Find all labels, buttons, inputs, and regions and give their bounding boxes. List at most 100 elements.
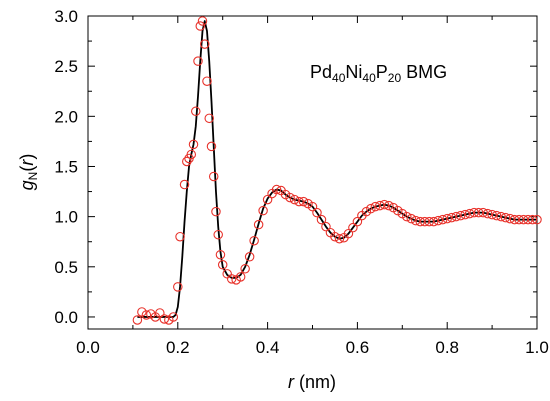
annotation-text: Ni: [345, 62, 362, 82]
annotation-subscript: 40: [332, 71, 346, 85]
x-tick-label: 0.8: [435, 338, 459, 357]
data-point: [343, 228, 354, 239]
data-point: [451, 211, 461, 222]
x-tick-label: 0.2: [166, 338, 190, 357]
annotation-text: BMG: [401, 62, 447, 82]
data-point: [532, 214, 542, 225]
data-point: [186, 149, 197, 160]
data-point: [215, 250, 226, 260]
data-point: [316, 214, 327, 225]
data-point: [226, 274, 237, 284]
data-point: [235, 272, 246, 282]
data-point: [415, 216, 426, 227]
data-point: [496, 211, 506, 222]
data-point: [473, 207, 484, 218]
data-point: [179, 179, 190, 190]
data-point: [509, 214, 520, 225]
data-point: [375, 200, 385, 211]
data-point: [289, 194, 300, 205]
y-tick-label: 2.5: [54, 57, 78, 76]
data-point: [312, 207, 322, 218]
data-point: [384, 200, 394, 211]
data-point: [419, 216, 430, 227]
x-axis: 0.0 0.2 0.4 0.6 0.8 1.0: [76, 16, 549, 357]
data-point: [294, 196, 304, 207]
data-point: [211, 206, 221, 217]
data-point: [330, 231, 340, 242]
data-point: [514, 214, 524, 225]
data-point: [188, 139, 199, 150]
data-point: [379, 199, 390, 210]
y-tick-label: 0.5: [54, 258, 78, 277]
data-point: [482, 208, 493, 219]
x-tick-label: 1.0: [525, 338, 549, 357]
data-point: [352, 216, 363, 227]
data-point: [204, 113, 214, 124]
data-point: [249, 235, 259, 246]
data-point: [437, 214, 448, 225]
y-tick-label: 2.0: [54, 107, 78, 126]
data-point: [500, 212, 511, 223]
y-tick-label: 0.0: [54, 308, 78, 327]
annotation-subscript: 40: [362, 71, 376, 85]
data-point: [271, 184, 282, 195]
data-point: [478, 207, 488, 218]
data-point: [244, 252, 255, 262]
data-point: [175, 231, 185, 242]
data-point: [262, 194, 273, 205]
data-point: [199, 39, 210, 49]
annotation-text: P: [376, 62, 388, 82]
annotation-text: Pd: [310, 62, 332, 82]
data-point: [446, 212, 457, 223]
data-point: [155, 308, 165, 318]
data-point: [433, 215, 443, 226]
data-point: [208, 171, 219, 182]
data-point: [469, 207, 479, 218]
y-tick-label: 3.0: [54, 7, 78, 26]
data-point: [141, 310, 152, 320]
data-point: [411, 215, 421, 226]
data-point: [442, 213, 452, 224]
x-tick-label: 0.4: [256, 338, 280, 357]
data-point: [132, 315, 143, 325]
data-markers: [132, 16, 542, 325]
y-axis: 0.0 0.5 1.0 1.5 2.0 2.5 3.0: [54, 7, 537, 327]
annotation-subscript: 20: [388, 71, 402, 85]
data-point: [334, 233, 345, 244]
data-point: [402, 211, 412, 222]
data-point: [321, 221, 331, 232]
data-point: [168, 312, 179, 322]
data-point: [307, 201, 318, 212]
data-point: [518, 214, 529, 225]
data-point: [428, 216, 439, 227]
data-point: [213, 229, 223, 240]
data-point: [491, 210, 502, 221]
data-point: [406, 213, 417, 224]
data-point: [366, 203, 376, 214]
data-point: [258, 205, 268, 216]
data-point: [193, 56, 203, 66]
y-axis-title: gN(r): [17, 154, 40, 191]
data-point: [206, 141, 217, 152]
x-axis-title: r (nm): [288, 372, 336, 392]
data-point: [370, 201, 381, 212]
x-tick-label: 0.0: [76, 338, 100, 357]
data-point: [182, 156, 192, 167]
data-point: [253, 219, 264, 230]
data-point: [505, 213, 515, 224]
data-point: [464, 208, 475, 219]
data-point: [191, 106, 201, 117]
data-point: [173, 282, 183, 292]
data-point: [197, 16, 208, 26]
data-point: [159, 314, 170, 324]
data-point: [527, 214, 538, 225]
data-point: [285, 192, 295, 203]
data-point: [202, 76, 212, 86]
data-point: [217, 260, 228, 270]
data-point: [455, 210, 466, 221]
data-point: [298, 196, 309, 207]
data-point: [460, 209, 470, 220]
x-tick-label: 0.6: [346, 338, 370, 357]
data-point: [487, 209, 497, 220]
